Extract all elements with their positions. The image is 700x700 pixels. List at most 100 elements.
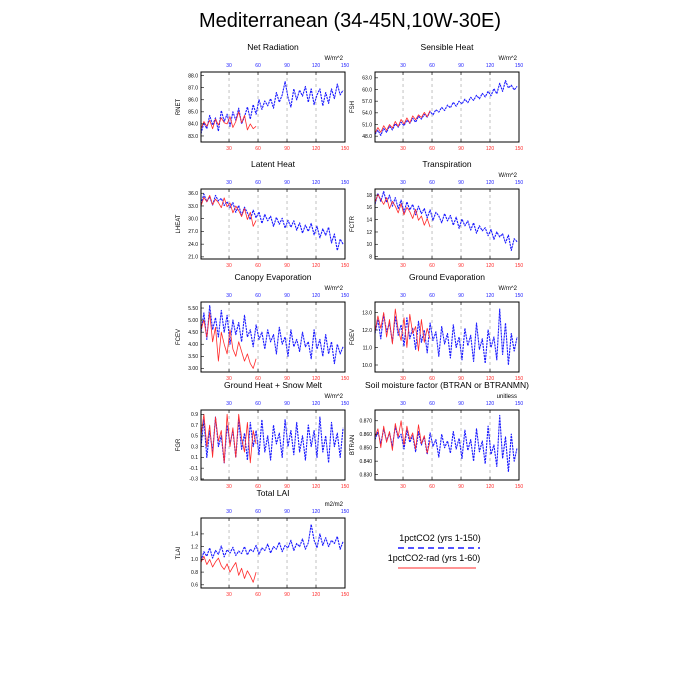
x-top-tick-label: 90 xyxy=(284,180,290,186)
x-bottom-tick-label: 30 xyxy=(400,376,406,382)
plot-frame xyxy=(200,71,346,143)
x-top-tick-label: 30 xyxy=(400,63,406,69)
legend-label-pctco2: 1pctCO2 (yrs 1-150) xyxy=(399,533,481,543)
x-bottom-tick-label: 150 xyxy=(341,592,350,598)
plot-frame xyxy=(374,301,520,373)
y-tick-label: 85.0 xyxy=(188,110,198,116)
y-tick-label: 4.50 xyxy=(188,330,198,336)
chart-panel-6: Ground Evaporation W/m^2 FGEV 30 60 90 120 150 3… xyxy=(350,272,523,382)
y-tick-label: -0.3 xyxy=(189,477,198,483)
x-bottom-tick-label: 60 xyxy=(429,484,435,490)
x-bottom-tick-label: 30 xyxy=(400,484,406,490)
y-tick-label: 27.0 xyxy=(188,229,198,235)
series-line-rad xyxy=(200,413,257,464)
y-tick-label: 0.3 xyxy=(191,444,198,450)
panel-title: Ground Evaporation xyxy=(409,272,485,282)
y-tick-label: 88.0 xyxy=(188,73,198,79)
series-line-rad xyxy=(200,312,257,369)
x-bottom-tick-label: 60 xyxy=(255,146,261,152)
plot-frame xyxy=(200,409,346,481)
y-tick-label: 1.0 xyxy=(191,557,198,563)
y-tick-label: 36.0 xyxy=(188,191,198,197)
y-tick-label: 86.0 xyxy=(188,98,198,104)
x-bottom-tick-label: 90 xyxy=(458,146,464,152)
y-tick-label: 18 xyxy=(366,193,372,199)
x-bottom-tick-label: 30 xyxy=(226,484,232,490)
y-tick-label: 10.0 xyxy=(362,363,372,369)
x-top-tick-label: 120 xyxy=(312,509,321,515)
x-top-tick-label: 60 xyxy=(429,293,435,299)
y-tick-label: 11.0 xyxy=(363,345,373,351)
legend: 1pctCO2 (yrs 1-150) 1pctCO2-rad (yrs 1-6… xyxy=(388,533,481,569)
plot-frame xyxy=(374,409,520,481)
x-top-tick-label: 30 xyxy=(226,63,232,69)
panel-title: Sensible Heat xyxy=(421,42,475,52)
panel-title: Canopy Evaporation xyxy=(234,272,311,282)
series-line-rad xyxy=(374,420,431,454)
panel-title: Net Radiation xyxy=(247,42,299,52)
y-tick-label: 14 xyxy=(366,218,372,224)
panel-units: W/m^2 xyxy=(325,286,344,292)
x-bottom-tick-label: 90 xyxy=(284,592,290,598)
x-top-tick-label: 150 xyxy=(515,63,524,69)
plot-frame xyxy=(374,71,520,143)
chart-panel-2: Sensible Heat W/m^2 FSH 30 60 90 120 150 30 60 90 1… xyxy=(350,42,523,152)
x-top-tick-label: 60 xyxy=(255,401,261,407)
y-axis-label: FSH xyxy=(350,101,356,113)
chart-panel-4: Transpiration W/m^2 FCTR 30 60 90 120 150 30 60 90… xyxy=(350,159,523,269)
x-bottom-tick-label: 90 xyxy=(284,484,290,490)
x-top-tick-label: 150 xyxy=(341,63,350,69)
x-bottom-tick-label: 60 xyxy=(429,376,435,382)
y-tick-label: 0.6 xyxy=(191,583,198,589)
y-tick-label: 1.2 xyxy=(191,544,198,550)
x-top-tick-label: 30 xyxy=(226,509,232,515)
x-top-tick-label: 60 xyxy=(429,180,435,186)
y-tick-label: 13.0 xyxy=(362,310,372,316)
x-bottom-tick-label: 120 xyxy=(486,376,495,382)
x-bottom-tick-label: 150 xyxy=(515,376,524,382)
x-top-tick-label: 120 xyxy=(486,401,495,407)
y-tick-label: 21.0 xyxy=(188,255,198,261)
x-top-tick-label: 60 xyxy=(429,401,435,407)
y-tick-label: 0.5 xyxy=(191,434,198,440)
y-axis-label: FGEV xyxy=(350,329,356,345)
plot-frame xyxy=(200,517,346,589)
series-line-pctco2 xyxy=(374,414,518,473)
page-title: Mediterranean (34-45N,10W-30E) xyxy=(198,10,501,32)
x-top-tick-label: 120 xyxy=(312,401,321,407)
y-tick-label: 33.0 xyxy=(188,204,198,210)
x-bottom-tick-label: 60 xyxy=(255,592,261,598)
x-top-tick-label: 150 xyxy=(341,293,350,299)
chart-panel-3: Latent Heat LHEAT 30 60 90 120 150 30 60 90 120 150… xyxy=(176,159,349,269)
x-bottom-tick-label: 90 xyxy=(458,376,464,382)
panel-units: W/m^2 xyxy=(499,56,518,62)
x-top-tick-label: 120 xyxy=(312,293,321,299)
y-tick-label: 54.0 xyxy=(362,111,372,117)
x-top-tick-label: 30 xyxy=(400,180,406,186)
y-tick-label: 10 xyxy=(366,242,372,248)
x-top-tick-label: 60 xyxy=(255,180,261,186)
x-top-tick-label: 60 xyxy=(255,63,261,69)
series-line-rad xyxy=(374,308,431,352)
x-bottom-tick-label: 60 xyxy=(429,263,435,269)
x-top-tick-label: 150 xyxy=(515,293,524,299)
panel-units: W/m^2 xyxy=(499,286,518,292)
x-top-tick-label: 150 xyxy=(341,509,350,515)
x-bottom-tick-label: 150 xyxy=(515,484,524,490)
panel-title: Ground Heat + Snow Melt xyxy=(224,380,323,390)
series-line-pctco2 xyxy=(200,305,344,365)
x-bottom-tick-label: 120 xyxy=(486,146,495,152)
x-top-tick-label: 120 xyxy=(486,293,495,299)
x-top-tick-label: 60 xyxy=(429,63,435,69)
plot-frame xyxy=(374,188,520,260)
y-tick-label: 4.00 xyxy=(188,342,198,348)
y-tick-label: 84.0 xyxy=(188,122,198,128)
x-top-tick-label: 90 xyxy=(458,401,464,407)
chart-panel-9: Total LAI m2/m2 TLAI 30 60 90 120 150 30 60 90 120 1… xyxy=(176,488,349,598)
x-bottom-tick-label: 90 xyxy=(458,263,464,269)
series-line-pctco2 xyxy=(200,523,344,561)
x-bottom-tick-label: 150 xyxy=(515,146,524,152)
y-tick-label: 57.0 xyxy=(362,99,372,105)
